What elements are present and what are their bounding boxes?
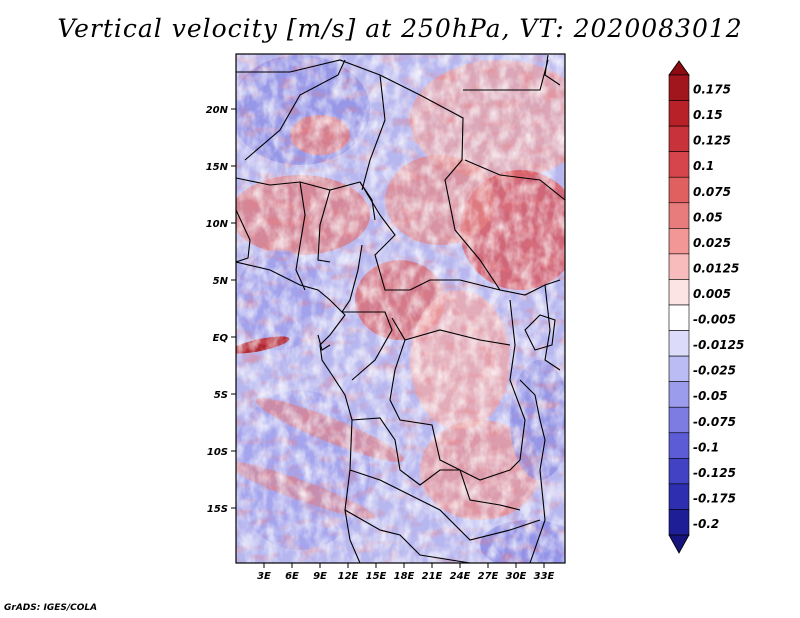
colorbar-bottom-arrow [668, 534, 690, 554]
grads-credit: GrADS: IGES/COLA [4, 603, 98, 613]
colorbar-swatch [668, 176, 690, 204]
lon-label-15e: 15E [366, 571, 387, 582]
colorbar-swatch [668, 406, 690, 434]
colorbar-label: -0.075 [693, 415, 736, 429]
country-borders [236, 54, 565, 563]
colorbar-label: 0.125 [693, 134, 731, 148]
colorbar-label: -0.2 [693, 517, 719, 531]
colorbar-label: -0.005 [693, 313, 736, 327]
lon-label-9e: 9E [313, 571, 327, 582]
colorbar-label: 0.005 [693, 287, 731, 301]
colorbar-label: -0.0125 [693, 338, 744, 352]
lat-label-15n: 15N [206, 162, 229, 173]
colorbar-swatch [668, 100, 690, 127]
lon-label-24e: 24E [450, 571, 471, 582]
colorbar-label: 0.05 [693, 210, 723, 224]
map-title: Vertical velocity [m/s] at 250hPa, VT: 2… [57, 14, 743, 43]
lat-label-15s: 15S [207, 504, 228, 515]
lon-label-6e: 6E [285, 571, 299, 582]
lat-label-5n: 5N [213, 276, 229, 287]
colorbar-label: 0.175 [693, 83, 731, 97]
latitude-axis: 20N 15N 10N 5N EQ 5S 10S 15S [206, 105, 236, 515]
colorbar-swatch [668, 355, 690, 382]
colorbar-label: 0.025 [693, 236, 731, 250]
lat-label-10s: 10S [207, 447, 228, 458]
lat-label-20n: 20N [206, 105, 229, 116]
longitude-axis: 3E 6E 9E 12E 15E 18E 21E 24E 27E 30E 33E [257, 563, 555, 582]
colorbar-swatch [668, 279, 690, 306]
colorbar-swatch [668, 483, 690, 510]
lat-label-eq: EQ [213, 333, 229, 344]
colorbar-swatch [668, 74, 690, 101]
colorbar-swatch [668, 125, 690, 152]
colorbar-swatch [668, 304, 690, 331]
map-frame [235, 53, 566, 564]
lon-label-18e: 18E [394, 571, 415, 582]
colorbar-label: 0.15 [693, 108, 723, 122]
colorbar-label: -0.125 [693, 466, 736, 480]
lat-label-5s: 5S [214, 390, 228, 401]
lon-label-3e: 3E [257, 571, 271, 582]
lon-label-12e: 12E [338, 571, 359, 582]
colorbar-label: 0.1 [693, 159, 714, 173]
colorbar-label: 0.0125 [693, 261, 739, 275]
colorbar-label: -0.1 [693, 440, 719, 454]
colorbar: 0.175 0.15 0.125 0.1 0.075 0.05 0.025 0.0125 0.0… [668, 60, 744, 554]
colorbar-swatch [668, 381, 690, 408]
colorbar-label: -0.05 [693, 389, 728, 403]
lon-label-33e: 33E [534, 571, 555, 582]
velocity-field [236, 54, 565, 563]
colorbar-swatch [668, 151, 690, 178]
colorbar-swatch [668, 330, 690, 357]
colorbar-label: 0.075 [693, 185, 731, 199]
lat-label-10n: 10N [206, 219, 229, 230]
colorbar-swatch [668, 228, 690, 255]
colorbar-swatch [668, 253, 690, 280]
colorbar-swatch [668, 432, 690, 459]
colorbar-swatch [668, 509, 690, 536]
colorbar-label: -0.175 [693, 491, 736, 505]
lon-label-27e: 27E [478, 571, 499, 582]
lon-label-30e: 30E [506, 571, 527, 582]
colorbar-swatch [668, 458, 690, 485]
colorbar-top-arrow [668, 60, 690, 76]
colorbar-swatch [668, 202, 690, 229]
lon-label-21e: 21E [422, 571, 443, 582]
colorbar-label: -0.025 [693, 364, 736, 378]
